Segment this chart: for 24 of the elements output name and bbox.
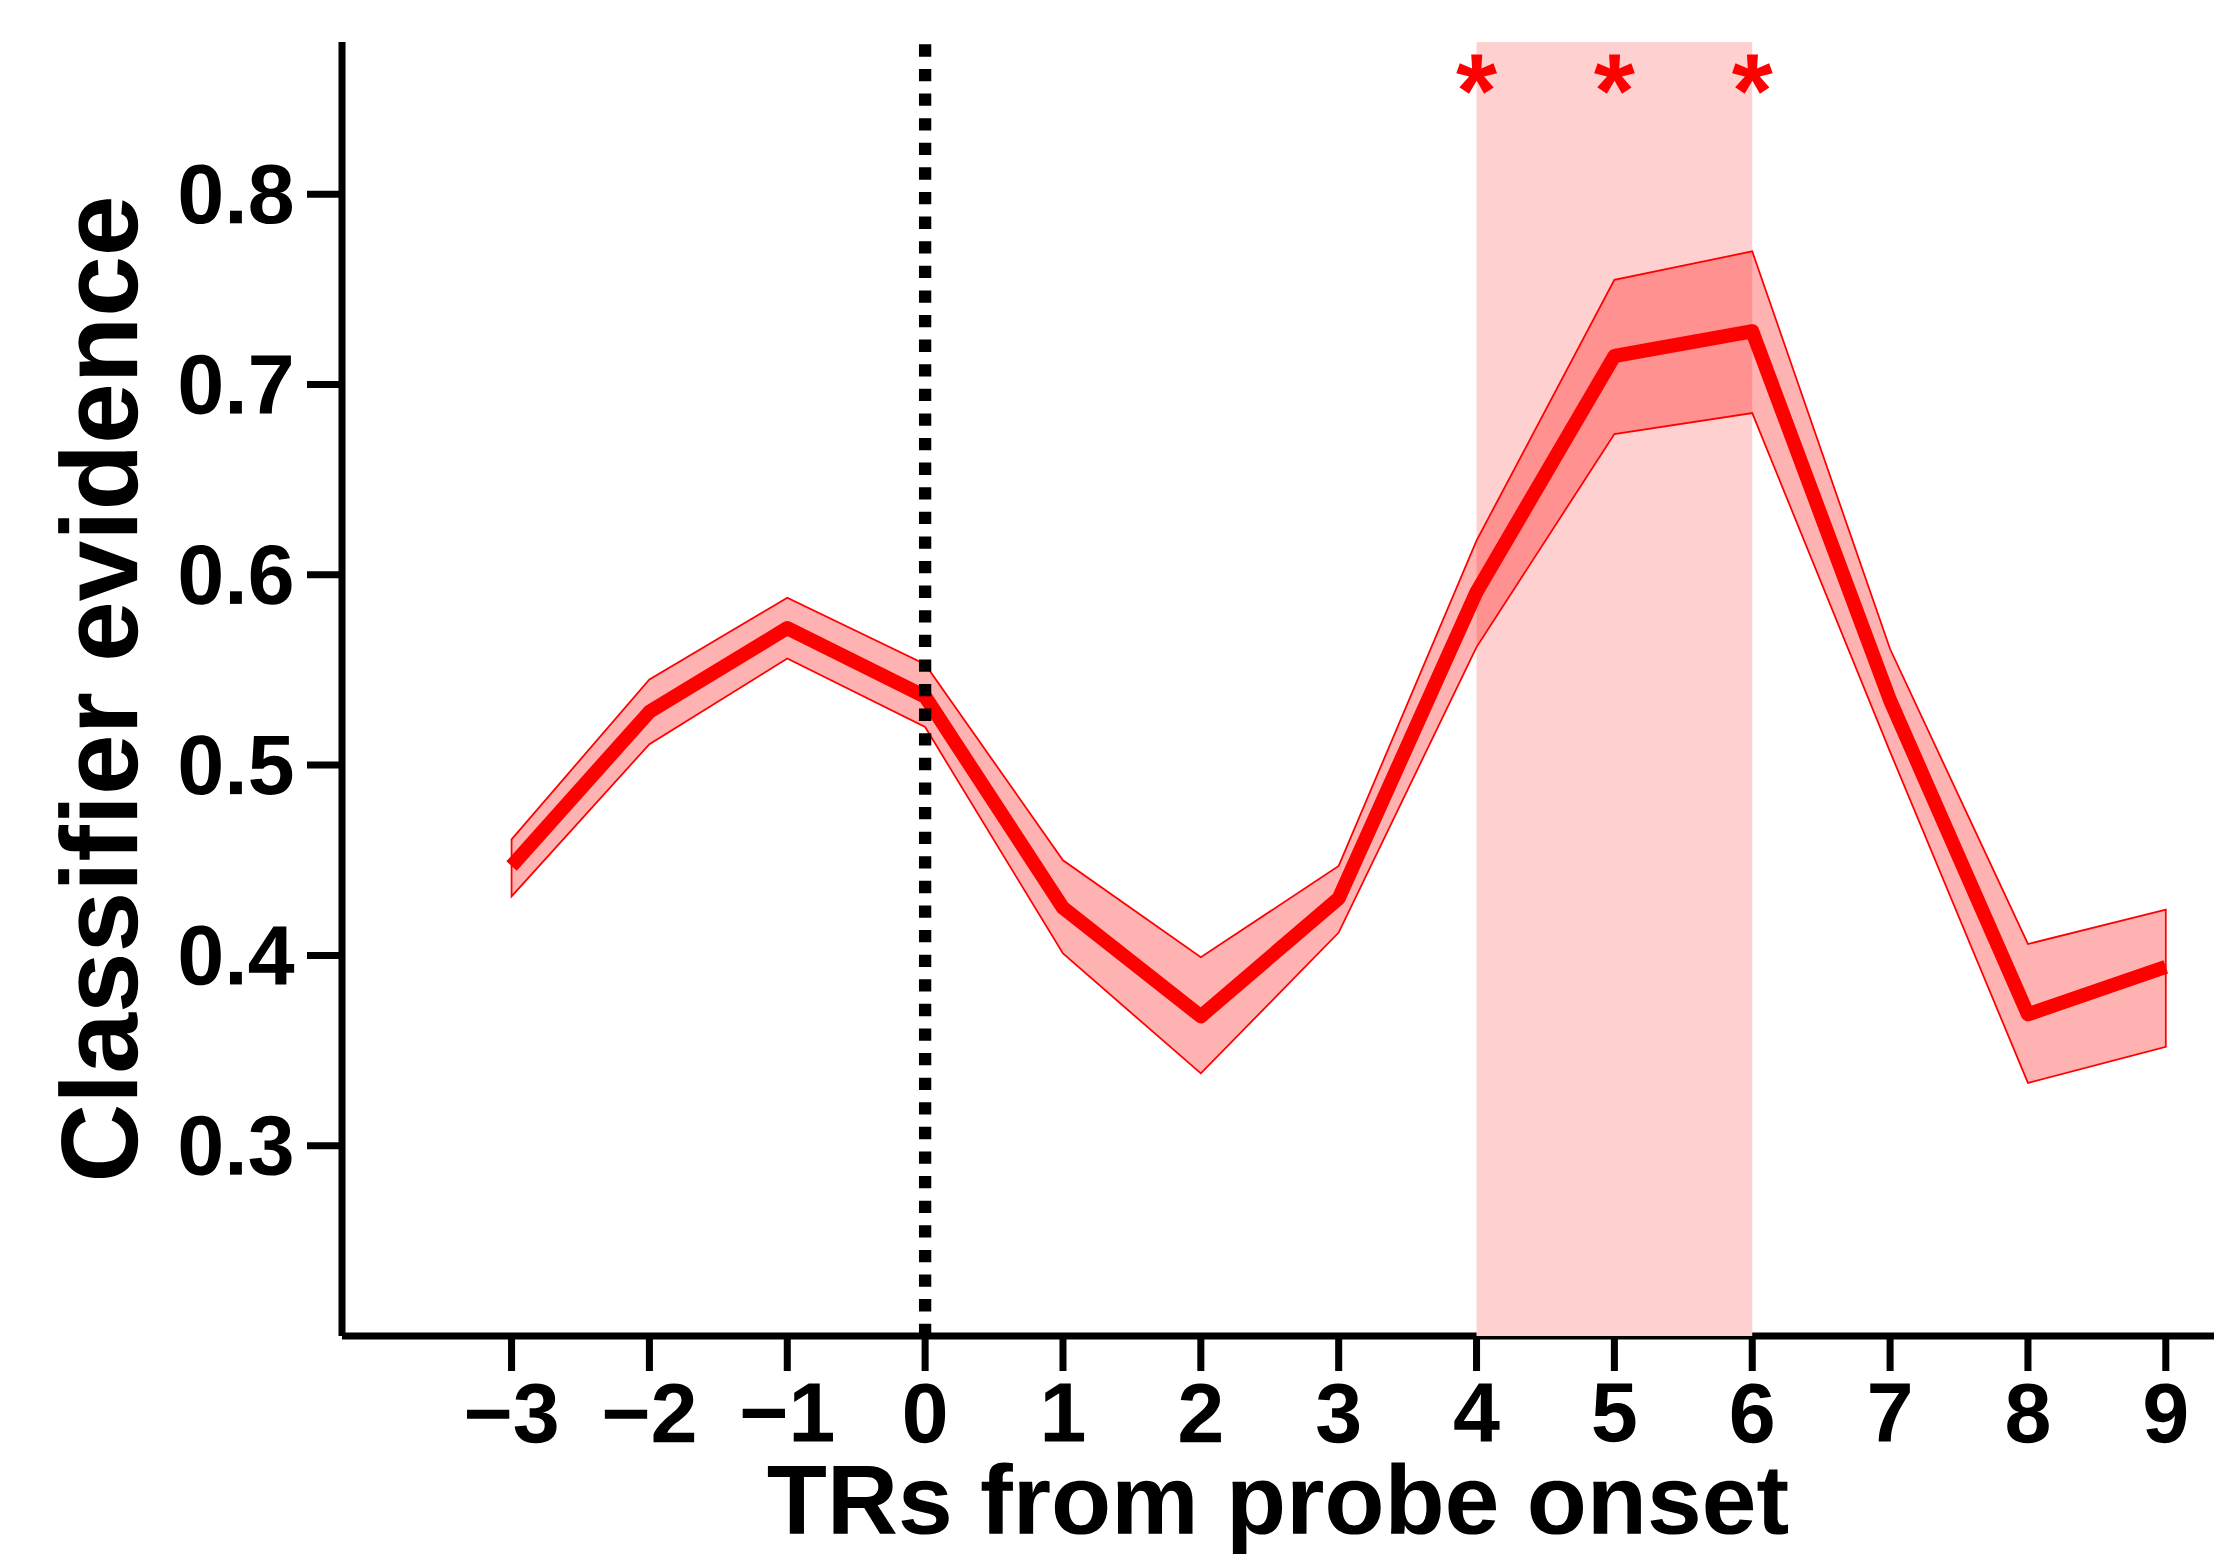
- x-tick-label: 2: [1180, 1383, 1221, 1443]
- y-tick-label: 0.6: [180, 544, 292, 605]
- x-tick-label: 1: [1044, 1383, 1085, 1442]
- x-tick-label: 5: [1593, 1383, 1636, 1443]
- x-tick-label: −3: [467, 1383, 557, 1444]
- x-tick-label: 8: [2007, 1383, 2049, 1444]
- x-tick-label: 6: [1731, 1383, 1773, 1444]
- x-tick-label: 7: [1870, 1383, 1910, 1442]
- y-tick-label: 0.3: [180, 1115, 292, 1176]
- x-tick-label: 0: [905, 1383, 946, 1444]
- annotation: *: [1732, 54, 1773, 94]
- y-tick-label: 0.7: [180, 354, 291, 415]
- x-tick-label: −1: [742, 1383, 833, 1442]
- x-tick-label: 4: [1454, 1383, 1500, 1442]
- y-tick-label: 0.8: [180, 164, 292, 225]
- x-tick-label: 9: [2145, 1383, 2187, 1444]
- x-tick-label: −2: [604, 1383, 695, 1443]
- annotation: *: [1594, 54, 1635, 94]
- y-tick-label: 0.4: [180, 925, 295, 986]
- y-axis-title: Classifier evidence: [58, 199, 139, 1179]
- annotation: *: [1456, 54, 1497, 94]
- x-axis-title: TRs from probe onset: [767, 1462, 1788, 1555]
- x-tick-label: 3: [1317, 1383, 1360, 1444]
- y-tick-label: 0.5: [180, 735, 293, 795]
